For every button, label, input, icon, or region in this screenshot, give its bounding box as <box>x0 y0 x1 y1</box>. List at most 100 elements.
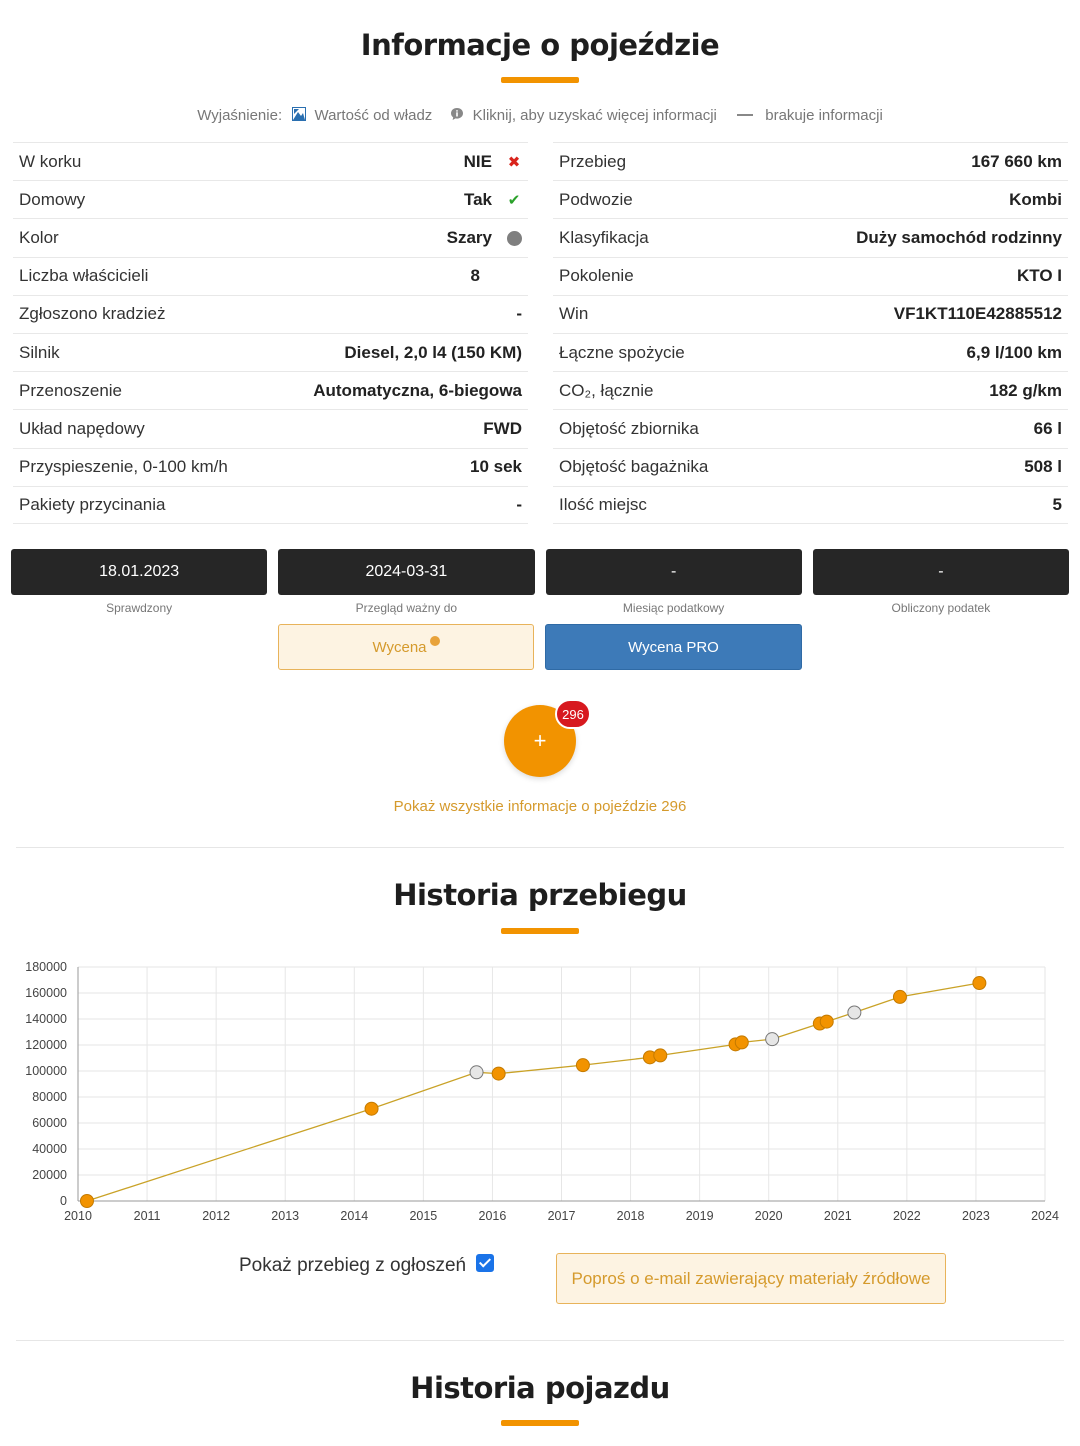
row-label: Pakiety przycinania <box>19 494 166 514</box>
mileage-data-point <box>653 1048 668 1063</box>
info-table-left: W korku NIE ✖ Domowy Tak ✔ Kolor Szary Lic… <box>13 142 528 524</box>
info-row-trim: Pakiety przycinania - <box>13 485 528 524</box>
row-value: 167 660 km <box>971 151 1062 171</box>
info-row-drivetrain: Układ napędowy FWD <box>13 409 528 447</box>
mileage-chart-svg: 2010 2011 2012 2013 2014 2015 2016 2017 2018 2019… <box>25 960 1059 1223</box>
row-value: Diesel, 2,0 l4 (150 KM) <box>344 342 522 362</box>
info-table-right: Przebieg 167 660 km Podwozie Kombi Klasy… <box>553 142 1068 524</box>
box-caption: Sprawdzony <box>106 601 173 615</box>
valuation-button[interactable]: Wycena <box>278 624 534 670</box>
y-tick-label: 160000 <box>25 986 67 1000</box>
row-label: Łączne spożycie <box>559 342 685 362</box>
x-tick-label: 2022 <box>893 1209 921 1223</box>
row-label: Objętość zbiornika <box>559 418 699 438</box>
info-row-trunk: Objętość bagażnika 508 l <box>553 447 1068 486</box>
box-value: - <box>545 549 802 595</box>
x-tick-label: 2013 <box>271 1209 299 1223</box>
row-label: Przebieg <box>559 151 627 171</box>
authority-icon <box>292 107 307 121</box>
mileage-data-point <box>972 976 987 991</box>
row-label: Liczba właścicieli <box>19 266 149 286</box>
box-tax-month: - Miesiąc podatkowy <box>545 549 802 615</box>
mileage-data-point <box>734 1035 749 1050</box>
mileage-data-point <box>892 989 907 1004</box>
x-tick-label: 2011 <box>134 1209 161 1223</box>
info-icon <box>450 107 464 121</box>
y-tick-label: 40000 <box>32 1142 67 1156</box>
row-value: 182 g/km <box>989 380 1062 400</box>
ad-data-point <box>469 1065 484 1080</box>
y-tick-label: 180000 <box>25 960 67 974</box>
row-value: Szary <box>446 227 492 247</box>
mileage-data-point <box>79 1194 94 1208</box>
valuation-pro-button[interactable]: Wycena PRO <box>545 624 802 670</box>
legend-missing: brakuje informacji <box>765 106 883 124</box>
vehicle-info-title: Informacje o pojeździe <box>360 28 720 62</box>
x-tick-label: 2014 <box>340 1209 368 1223</box>
y-tick-label: 100000 <box>25 1064 67 1078</box>
x-tick-label: 2016 <box>479 1209 507 1223</box>
x-tick-label: 2017 <box>548 1209 576 1223</box>
row-label: Objętość bagażnika <box>559 457 709 477</box>
valuation-label: Wycena <box>372 638 427 656</box>
divider <box>16 847 1064 848</box>
row-label: CO₂, łącznie <box>559 380 654 400</box>
row-label: Domowy <box>19 189 86 209</box>
row-label: Podwozie <box>559 189 633 209</box>
info-row-engine: Silnik Diesel, 2,0 l4 (150 KM) <box>13 332 528 371</box>
info-row-theft: Zgłoszono kradzież - <box>13 294 528 333</box>
info-row-vin: Win VF1KT110E42885512 <box>553 294 1068 333</box>
request-email-label: Poproś o e-mail zawierający materiały źr… <box>571 1268 931 1288</box>
info-row-seats: Ilość miejsc 5 <box>553 485 1068 524</box>
row-value: - <box>516 494 522 514</box>
row-value: - <box>516 304 522 324</box>
info-row-body: Podwozie Kombi <box>553 180 1068 218</box>
mileage-line <box>86 982 980 1202</box>
show-ads-checkbox[interactable] <box>476 1254 495 1272</box>
row-label: Ilość miejsc <box>559 494 647 514</box>
show-ads-label: Pokaż przebieg z ogłoszeń <box>239 1255 467 1276</box>
legend-prefix: Wyjaśnienie: <box>197 106 283 124</box>
info-row-generation: Pokolenie KTO I <box>553 256 1068 295</box>
row-value: 10 sek <box>470 457 522 477</box>
info-row-consumption: Łączne spożycie 6,9 l/100 km <box>553 332 1068 371</box>
info-row-co2: CO₂, łącznie 182 g/km <box>553 371 1068 409</box>
row-label: W korku <box>19 151 82 171</box>
y-tick-label: 80000 <box>32 1090 67 1104</box>
info-row-acceleration: Przyspieszenie, 0-100 km/h 10 sek <box>13 447 528 486</box>
plus-icon: + <box>533 728 547 753</box>
ad-data-point <box>847 1005 862 1020</box>
row-value: 6,9 l/100 km <box>966 342 1062 362</box>
title-underline <box>501 928 579 934</box>
box-tax-calc: - Obliczony podatek <box>812 549 1069 615</box>
row-value: Kombi <box>1009 189 1062 209</box>
box-value: - <box>812 549 1069 595</box>
row-label: Kolor <box>19 227 59 247</box>
row-value: FWD <box>483 418 522 438</box>
legend-authority: Wartość od władz <box>314 106 433 124</box>
info-row-in-traffic: W korku NIE ✖ <box>13 142 528 180</box>
row-value: 8 <box>470 266 480 286</box>
row-label: Przyspieszenie, 0-100 km/h <box>19 457 228 477</box>
mileage-history-title: Historia przebiegu <box>393 878 687 912</box>
box-value: 2024-03-31 <box>278 549 535 595</box>
row-value: Tak <box>463 189 492 209</box>
row-value: Duży samochód rodzinny <box>856 227 1062 247</box>
color-dot-icon <box>506 229 522 246</box>
info-row-transmission: Przenoszenie Automatyczna, 6-biegowa <box>13 371 528 409</box>
x-tick-label: 2019 <box>686 1209 714 1223</box>
mileage-chart: 2010 2011 2012 2013 2014 2015 2016 2017 2018 2019… <box>0 955 1080 1235</box>
title-underline <box>501 77 579 83</box>
row-value: VF1KT110E42885512 <box>893 304 1062 324</box>
show-ads-toggle[interactable]: Pokaż przebieg z ogłoszeń <box>239 1254 495 1277</box>
x-tick-label: 2021 <box>824 1209 852 1223</box>
request-email-button[interactable]: Poproś o e-mail zawierający materiały źr… <box>556 1253 946 1304</box>
show-all-link[interactable]: Pokaż wszystkie informacje o pojeździe 2… <box>393 798 687 815</box>
legend: Wyjaśnienie: Wartość od władz Kliknij, a… <box>0 106 1080 124</box>
info-icon <box>429 636 440 646</box>
row-label: Klasyfikacja <box>559 227 649 247</box>
dash-icon <box>737 114 754 117</box>
x-tick-label: 2010 <box>64 1209 92 1223</box>
x-tick-label: 2023 <box>962 1209 990 1223</box>
row-label: Układ napędowy <box>19 418 145 438</box>
